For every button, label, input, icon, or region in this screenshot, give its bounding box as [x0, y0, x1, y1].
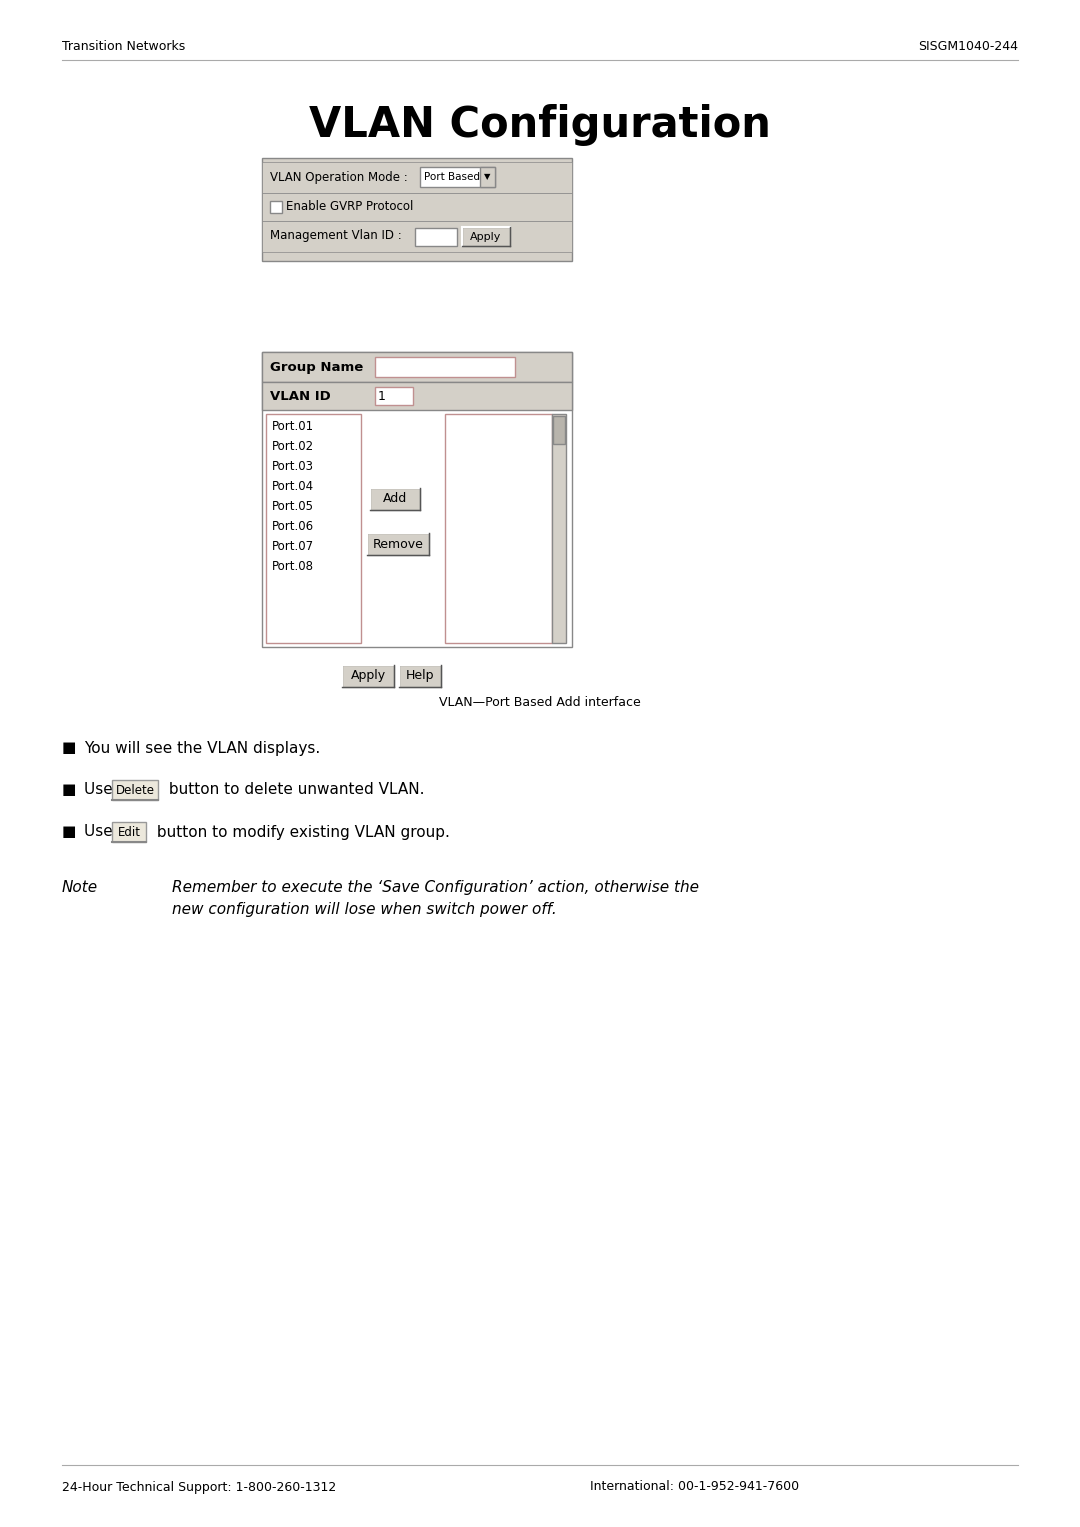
- Text: Remove: Remove: [373, 538, 423, 551]
- Bar: [399, 664, 441, 687]
- Bar: [553, 415, 565, 444]
- Text: Management Vlan ID :: Management Vlan ID :: [270, 229, 402, 243]
- Text: Port.07: Port.07: [272, 541, 314, 553]
- Text: Apply: Apply: [470, 232, 502, 241]
- Text: Use: Use: [84, 782, 118, 797]
- Text: new configuration will lose when switch power off.: new configuration will lose when switch …: [172, 902, 557, 918]
- Text: ■: ■: [62, 825, 77, 840]
- Bar: [262, 353, 572, 382]
- Text: Port.01: Port.01: [272, 420, 314, 434]
- Text: 24-Hour Technical Support: 1-800-260-1312: 24-Hour Technical Support: 1-800-260-131…: [62, 1481, 336, 1493]
- Text: button to modify existing VLAN group.: button to modify existing VLAN group.: [152, 825, 450, 840]
- Bar: [375, 357, 515, 377]
- Text: ■: ■: [62, 741, 77, 756]
- Text: Remember to execute the ‘Save Configuration’ action, otherwise the: Remember to execute the ‘Save Configurat…: [172, 880, 699, 895]
- Bar: [415, 228, 457, 246]
- Bar: [375, 386, 413, 405]
- Text: Apply: Apply: [350, 669, 386, 683]
- Text: VLAN—Port Based Add interface: VLAN—Port Based Add interface: [440, 696, 640, 710]
- Bar: [266, 414, 361, 643]
- Text: You will see the VLAN displays.: You will see the VLAN displays.: [84, 741, 321, 756]
- Text: Transition Networks: Transition Networks: [62, 41, 186, 53]
- Text: Enable GVRP Protocol: Enable GVRP Protocol: [286, 200, 414, 214]
- Bar: [445, 414, 552, 643]
- Bar: [112, 822, 146, 841]
- Text: SISGM1040-244: SISGM1040-244: [918, 41, 1018, 53]
- Bar: [262, 353, 572, 647]
- Text: Edit: Edit: [118, 826, 140, 838]
- Text: Port Based: Port Based: [424, 173, 480, 182]
- Text: Delete: Delete: [116, 783, 154, 797]
- Text: International: 00-1-952-941-7600: International: 00-1-952-941-7600: [590, 1481, 799, 1493]
- Bar: [112, 780, 158, 800]
- Text: Port.06: Port.06: [272, 521, 314, 533]
- Text: Use: Use: [84, 825, 118, 840]
- Bar: [262, 382, 572, 411]
- Text: Port.03: Port.03: [272, 461, 314, 473]
- Bar: [262, 192, 572, 221]
- Text: VLAN ID: VLAN ID: [270, 389, 330, 403]
- Bar: [370, 489, 420, 510]
- Text: Note: Note: [62, 880, 98, 895]
- Text: Port.05: Port.05: [272, 501, 314, 513]
- Text: Port.08: Port.08: [272, 560, 314, 574]
- Text: Group Name: Group Name: [270, 360, 363, 374]
- Text: Port.04: Port.04: [272, 481, 314, 493]
- Bar: [262, 221, 572, 252]
- Text: Add: Add: [383, 493, 407, 505]
- Bar: [270, 202, 282, 212]
- Text: ■: ■: [62, 782, 77, 797]
- Text: 1: 1: [378, 389, 386, 403]
- Bar: [367, 533, 429, 554]
- Text: ▼: ▼: [484, 173, 490, 182]
- Bar: [462, 228, 510, 246]
- Text: Port.02: Port.02: [272, 440, 314, 454]
- Bar: [552, 414, 566, 643]
- Bar: [480, 166, 495, 186]
- Text: Help: Help: [406, 669, 434, 683]
- Text: VLAN Operation Mode :: VLAN Operation Mode :: [270, 171, 408, 183]
- Bar: [420, 166, 495, 186]
- Bar: [262, 157, 572, 261]
- Bar: [262, 162, 572, 192]
- Bar: [342, 664, 394, 687]
- Text: VLAN Configuration: VLAN Configuration: [309, 104, 771, 147]
- Text: button to delete unwanted VLAN.: button to delete unwanted VLAN.: [164, 782, 424, 797]
